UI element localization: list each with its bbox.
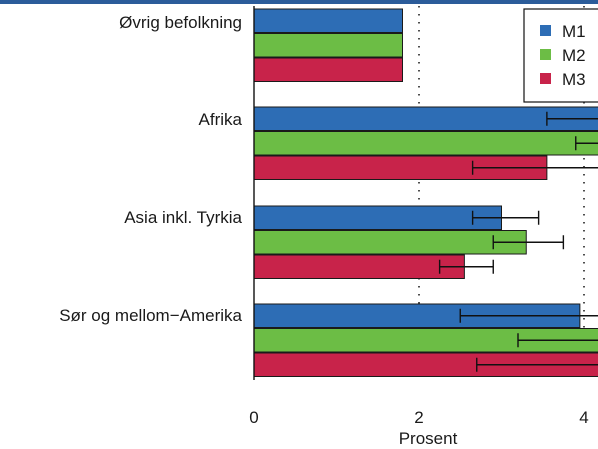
bar-m1-2 xyxy=(253,205,502,230)
bar-m2-1 xyxy=(253,131,598,156)
error-bars xyxy=(438,111,598,372)
bar-m3-0 xyxy=(253,57,403,82)
legend-label-m1: M1 xyxy=(562,22,586,41)
bar-m2-2 xyxy=(253,230,527,255)
legend-swatch-m1 xyxy=(540,25,551,36)
error-bar-m1-3 xyxy=(459,308,598,323)
error-bar-m1-2 xyxy=(471,210,540,225)
legend-swatch-m2 xyxy=(540,49,551,60)
error-bar-m2-3 xyxy=(517,333,598,348)
bar-m3-2 xyxy=(253,254,465,279)
category-label-0: Øvrig befolkning xyxy=(119,13,242,32)
error-bar-m3-3 xyxy=(476,357,598,372)
legend-box xyxy=(523,8,598,103)
category-label-2: Asia inkl. Tyrkia xyxy=(124,208,242,227)
x-tick-label-0: 0 xyxy=(249,408,258,427)
legend-label-m3: M3 xyxy=(562,70,586,89)
error-bar-m1-1 xyxy=(546,111,598,126)
category-label-1: Afrika xyxy=(199,110,243,129)
x-tick-labels: 02468 xyxy=(249,408,588,427)
error-bar-m3-1 xyxy=(471,160,598,175)
legend-label-m2: M2 xyxy=(562,46,586,65)
legend: M1 M2 M3 xyxy=(523,8,598,103)
header-bar xyxy=(0,0,598,4)
category-labels: Øvrig befolkning Afrika Asia inkl. Tyrkia S… xyxy=(59,13,242,325)
error-bar-m2-2 xyxy=(492,235,565,250)
error-bar-m2-1 xyxy=(575,136,598,151)
category-label-3: Sør og mellom−Amerika xyxy=(59,306,242,325)
error-bar-m3-2 xyxy=(438,259,494,274)
x-tick-label-4: 4 xyxy=(579,408,588,427)
x-tick-label-2: 2 xyxy=(414,408,423,427)
legend-swatch-m3 xyxy=(540,73,551,84)
bar-m2-0 xyxy=(253,33,403,58)
bar-m1-0 xyxy=(253,8,403,33)
x-axis-title: Prosent xyxy=(399,429,458,448)
